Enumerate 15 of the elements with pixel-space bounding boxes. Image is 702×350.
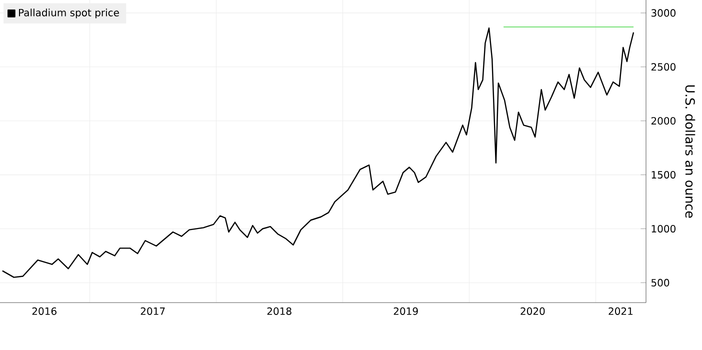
x-tick-label: 2021 [608, 307, 633, 315]
x-tick-label: 2018 [267, 307, 292, 315]
y-tick-label: 2500 [651, 63, 676, 71]
legend-label: Palladium spot price [19, 8, 119, 18]
y-tick-label: 2000 [651, 117, 676, 125]
x-tick-label: 2017 [140, 307, 165, 315]
y-tick-label: 3000 [651, 9, 676, 17]
x-tick-label: 2016 [32, 307, 56, 315]
x-tick-label: 2019 [394, 307, 418, 315]
y-tick-label: 500 [651, 278, 670, 286]
line-series [2, 27, 634, 278]
y-tick-label: 1500 [652, 171, 676, 179]
y-tick-label: 1000 [652, 224, 676, 233]
x-tick-label: 2020 [520, 307, 545, 315]
y-axis-title: U.S. dollars an ounce [685, 85, 696, 218]
